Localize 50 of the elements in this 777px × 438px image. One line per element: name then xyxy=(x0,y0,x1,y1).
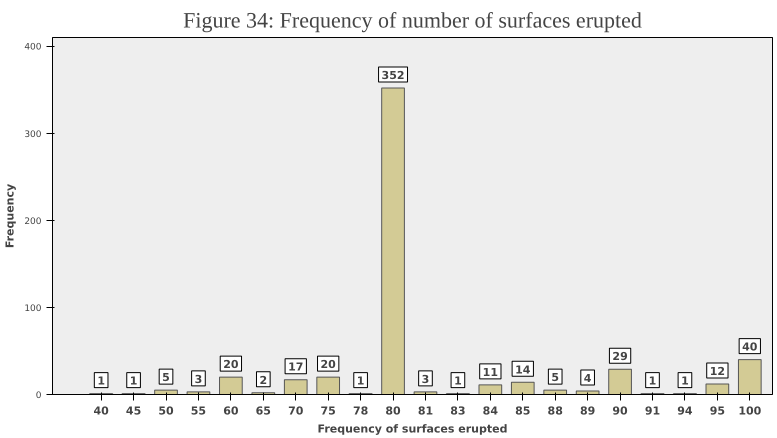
data-label: 12 xyxy=(710,365,726,378)
y-tick-label: 400 xyxy=(24,42,42,53)
data-label: 20 xyxy=(320,358,336,372)
x-tick-label: 78 xyxy=(352,404,368,418)
x-tick-label: 94 xyxy=(677,404,693,418)
x-tick-label: 40 xyxy=(93,404,110,418)
y-tick-label: 100 xyxy=(24,304,42,314)
x-tick-label: 70 xyxy=(288,404,304,418)
y-tick-label: 300 xyxy=(24,130,42,140)
x-tick-label: 50 xyxy=(158,404,174,418)
x-tick-label: 83 xyxy=(450,404,466,418)
data-label: 5 xyxy=(551,371,560,384)
data-label: 1 xyxy=(454,374,462,388)
y-tick-label: 0 xyxy=(36,391,42,401)
x-tick-label: 81 xyxy=(418,404,434,418)
x-tick-label: 65 xyxy=(256,404,271,418)
x-tick-label: 90 xyxy=(612,404,628,418)
x-axis-title: Frequency of surfaces erupted xyxy=(318,422,508,436)
data-label: 1 xyxy=(130,374,138,388)
x-tick-label: 100 xyxy=(738,404,762,418)
x-tick-label: 55 xyxy=(190,404,206,418)
data-label: 11 xyxy=(482,366,498,379)
data-label: 2 xyxy=(259,374,268,387)
data-label: 14 xyxy=(515,363,531,376)
data-label: 1 xyxy=(356,374,364,388)
x-tick-label: 60 xyxy=(223,404,239,418)
data-label: 17 xyxy=(288,360,304,374)
x-tick-label: 75 xyxy=(320,404,336,418)
data-label: 352 xyxy=(382,69,405,82)
data-label: 3 xyxy=(422,372,430,386)
data-label: 29 xyxy=(612,350,628,364)
data-label: 1 xyxy=(97,374,105,388)
x-tick-label: 89 xyxy=(580,404,596,418)
data-label: 1 xyxy=(648,374,656,388)
y-tick-label: 200 xyxy=(24,216,42,227)
data-label: 5 xyxy=(162,371,170,384)
y-axis-title: Frequency xyxy=(3,184,16,248)
data-label: 4 xyxy=(584,372,592,386)
data-label: 1 xyxy=(681,374,689,388)
data-label: 20 xyxy=(223,358,239,372)
data-label: 40 xyxy=(742,340,758,354)
x-tick-label: 85 xyxy=(515,404,530,418)
x-tick-label: 95 xyxy=(710,404,726,418)
x-tick-label: 45 xyxy=(126,404,142,418)
x-tick-label: 91 xyxy=(644,404,660,418)
x-tick-label: 84 xyxy=(482,404,498,418)
data-label: 3 xyxy=(194,372,202,386)
x-tick-label: 80 xyxy=(385,404,402,418)
x-tick-label: 88 xyxy=(548,404,563,418)
chart-title: Figure 34: Frequency of number of surfaces erupted xyxy=(183,8,642,32)
